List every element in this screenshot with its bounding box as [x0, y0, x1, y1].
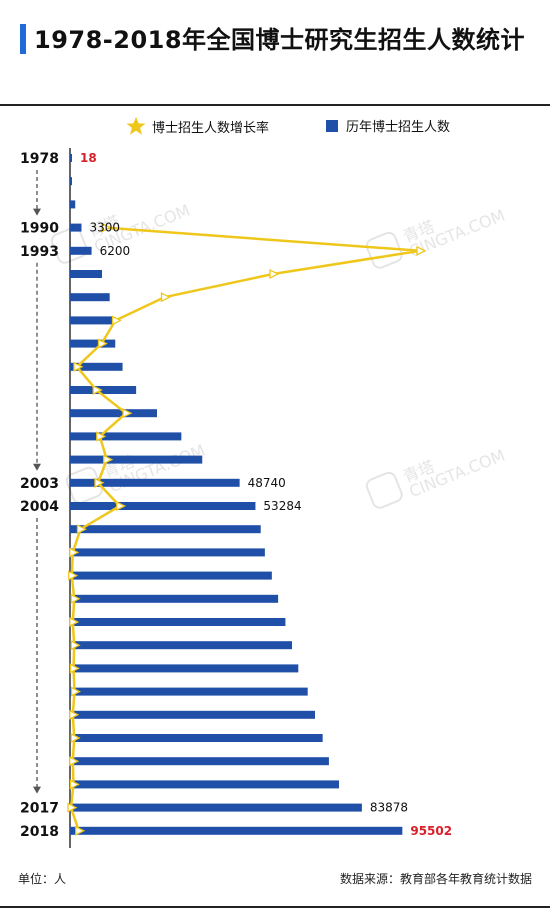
bar-22	[70, 664, 299, 673]
value-label-2004: 53284	[263, 499, 301, 513]
growth-point-25	[67, 802, 78, 813]
growth-point-24	[69, 779, 80, 790]
bar-18	[70, 571, 272, 580]
growth-point-19	[69, 663, 80, 674]
bar-25	[70, 734, 323, 742]
value-label-1978: 18	[80, 151, 97, 165]
bar-9	[70, 362, 123, 371]
bar-2	[70, 200, 76, 209]
growth-point-17	[69, 616, 80, 628]
page-title: 1978-2018年全国博士研究生招生人数统计	[34, 26, 526, 54]
legend-item-count: 历年博士招生人数	[326, 116, 450, 135]
year-label-2003: 2003	[20, 476, 59, 492]
value-label-2003: 48740	[248, 476, 286, 490]
watermark-logo-icon	[365, 471, 403, 509]
legend-bar-swatch	[326, 119, 338, 132]
bar-28	[70, 803, 362, 812]
growth-point-4	[111, 315, 122, 326]
timeline-arrowhead-1	[33, 463, 41, 471]
title-divider	[0, 104, 550, 106]
bar-3	[70, 223, 82, 232]
bar-10	[70, 386, 137, 394]
growth-point-23	[69, 756, 80, 767]
growth-point-9	[96, 431, 107, 442]
bar-24	[70, 710, 315, 719]
growth-point-20	[70, 686, 82, 697]
growth-point-1	[416, 245, 427, 256]
bar-5	[70, 270, 103, 278]
growth-point-5	[97, 338, 108, 349]
legend-count-label: 历年博士招生人数	[346, 120, 451, 135]
year-label-2017: 2017	[20, 801, 59, 817]
growth-point-6	[73, 361, 84, 372]
bar-8	[70, 339, 116, 348]
value-label-2018: 95502	[410, 824, 452, 838]
growth-point-7	[92, 384, 103, 396]
unit-note: 单位：人	[18, 872, 67, 886]
growth-point-11	[94, 477, 105, 488]
growth-line-series	[67, 222, 427, 836]
value-label-1990: 3300	[89, 221, 120, 235]
chart-labels: 1978 18 1990 3300 1993 6200 2003 48740 2004 53284…	[20, 151, 452, 840]
bar-14	[70, 478, 240, 487]
watermark-logo-icon	[365, 231, 403, 269]
bar-29	[70, 826, 403, 835]
footer-divider	[0, 906, 550, 908]
bar-1	[70, 177, 72, 186]
bar-12	[70, 432, 182, 441]
bar-20	[70, 618, 286, 626]
bar-23	[70, 687, 308, 696]
growth-point-8	[122, 408, 133, 419]
growth-point-10	[103, 454, 114, 465]
timeline-arrowhead-0	[33, 208, 41, 216]
chart-axis	[33, 148, 71, 848]
bar-17	[70, 548, 265, 557]
bar-11	[70, 409, 157, 418]
bar-27	[70, 780, 340, 789]
star-icon	[126, 117, 146, 135]
growth-point-21	[69, 709, 80, 720]
value-label-1993: 6200	[100, 244, 131, 258]
growth-point-2	[269, 268, 280, 280]
growth-point-18	[70, 640, 81, 651]
bar-7	[70, 316, 113, 325]
year-label-2018: 2018	[20, 824, 59, 840]
bar-16	[70, 525, 261, 534]
growth-point-26	[75, 825, 86, 836]
timeline-arrowhead-2	[33, 786, 41, 794]
bar-0	[70, 154, 72, 162]
bar-6	[70, 293, 110, 302]
watermark-logo-icon	[50, 226, 88, 264]
bar-series	[70, 154, 403, 835]
year-label-1993: 1993	[20, 244, 59, 260]
bar-15	[70, 502, 256, 510]
growth-point-15	[68, 570, 79, 581]
bar-13	[70, 455, 203, 464]
growth-point-22	[70, 732, 81, 744]
bar-21	[70, 641, 293, 650]
growth-point-12	[116, 500, 127, 512]
growth-point-0	[101, 222, 112, 233]
growth-point-14	[69, 547, 80, 558]
growth-point-16	[70, 593, 81, 604]
bar-26	[70, 757, 329, 766]
growth-point-13	[76, 524, 87, 535]
source-note: 数据来源：教育部各年教育统计数据	[339, 872, 532, 886]
legend-item-growth: 博士招生人数增长率	[126, 116, 269, 136]
year-label-1978: 1978	[20, 151, 59, 167]
bar-4	[70, 246, 92, 255]
value-label-2017: 83878	[370, 801, 408, 815]
growth-point-3	[160, 292, 171, 303]
chart-legend: 博士招生人数增长率 历年博士招生人数	[0, 116, 550, 140]
title-accent-bar	[20, 24, 26, 54]
bar-19	[70, 594, 279, 603]
year-label-2004: 2004	[20, 499, 59, 515]
legend-growth-label: 博士招生人数增长率	[152, 120, 270, 136]
year-label-1990: 1990	[20, 221, 59, 237]
